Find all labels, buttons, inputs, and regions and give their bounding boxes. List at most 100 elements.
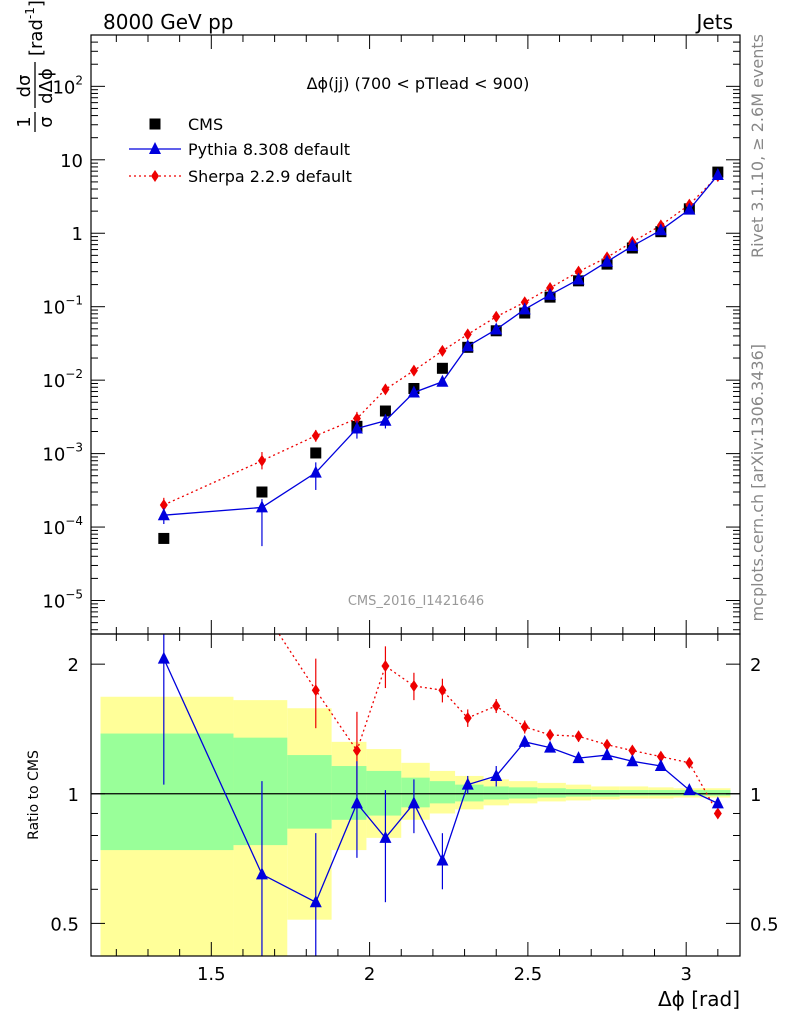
ylabel-frac-den: σ — [36, 116, 57, 127]
ratio-series-1-point-14 — [656, 750, 665, 763]
legend-entry-0: CMS — [149, 115, 223, 134]
ratio-series-1-point-7 — [463, 711, 472, 724]
legend-entry-2-marker — [151, 170, 159, 182]
main-y-tick-label-3-exp: −2 — [65, 367, 83, 381]
ratio-band-inner-8 — [483, 786, 509, 800]
ratio-series-1-point-2 — [311, 684, 320, 697]
ratio-band-inner-0 — [100, 733, 234, 851]
main-series-1-point-4 — [379, 413, 392, 426]
ratio-series-1-point-16 — [713, 807, 722, 820]
ratio-series-0-point-5 — [407, 796, 420, 809]
main-y-tick-label-4-exp: −1 — [65, 294, 83, 308]
main-plot-content — [157, 166, 724, 547]
ratio-y-tick-label-right-1: 1 — [750, 785, 761, 806]
ratio-band-inner-10 — [537, 788, 566, 798]
ratio-x-axis: 1.5 2 2.5 3 — [115, 634, 719, 985]
legend-entry-0-label: CMS — [188, 115, 223, 134]
main-y-tick-label-4-base: 10 — [42, 298, 65, 319]
ratio-x-tick-label-3: 3 — [680, 964, 691, 985]
main-series-1-point-0 — [157, 508, 170, 521]
ratio-series-1-point-9 — [520, 720, 529, 733]
main-series-1-point-14 — [654, 223, 667, 236]
main-series-1-point-12 — [601, 254, 614, 267]
ratio-y-tick-label-2: 2 — [68, 655, 79, 676]
main-series-1-point-9 — [518, 302, 531, 315]
ratio-y-tick-label-1: 1 — [68, 785, 79, 806]
ratio-series-0-point-7 — [461, 777, 474, 790]
main-series-2-point-1 — [257, 454, 266, 467]
main-series-2-point-4 — [381, 383, 390, 396]
ratio-series-0-point-0 — [157, 651, 170, 664]
ratio-band-inner-1 — [233, 737, 288, 846]
ratio-series-0-point-1 — [255, 867, 268, 880]
main-series-0-point-6 — [436, 362, 448, 374]
category-label: Jets — [695, 10, 733, 34]
ratio-series-1-point-6 — [438, 684, 447, 697]
legend-entry-1-label: Pythia 8.308 default — [188, 140, 350, 159]
ratio-series-1-point-1 — [258, 602, 266, 614]
main-series-2-point-5 — [409, 364, 418, 377]
main-x-ticks — [115, 35, 719, 634]
main-y-tick-label-0-base: 10 — [42, 592, 65, 613]
side-label-bottom: mcplots.cern.ch [arXiv:1306.3436] — [748, 344, 767, 621]
ratio-y-axis: 0.5 0.5 1 1 2 2 — [50, 655, 778, 935]
ratio-band-inner-14 — [648, 790, 674, 796]
ratio-band-inner-13 — [619, 790, 649, 796]
ratio-panel: 0.5 0.5 1 1 2 2 1.5 2 2.5 3 Ratio to CMS Δϕ [rad… — [26, 592, 779, 1011]
ratio-y-tick-label-right-2: 2 — [750, 655, 761, 676]
main-series-1-point-7 — [461, 339, 474, 352]
ylabel-frac-num: 1 — [14, 116, 35, 127]
ratio-frame — [90, 633, 741, 957]
watermark: CMS_2016_I1421646 — [348, 594, 484, 609]
main-series-1-point-1 — [255, 500, 268, 513]
legend-entry-1-marker — [149, 142, 161, 154]
main-y-tick-label-4: 10−1 — [42, 294, 83, 319]
ratio-series-0-point-12 — [601, 748, 614, 761]
main-y-tick-label-1: 10−4 — [42, 514, 83, 539]
ratio-y-label: Ratio to CMS — [26, 750, 42, 840]
main-series-1-line — [163, 174, 719, 516]
ratio-series-1-point-12 — [603, 738, 612, 751]
main-title: Δϕ(jj) (700 < pTlead < 900) — [307, 74, 530, 93]
ratio-band-inner-3 — [331, 766, 367, 820]
main-y-tick-label-5-base: 1 — [72, 224, 83, 245]
main-y-tick-label-1-exp: −4 — [65, 514, 83, 528]
x-axis-label: Δϕ [rad] — [658, 987, 740, 1011]
main-series-1-point-16 — [711, 168, 724, 181]
main-series-2-point-7 — [463, 328, 472, 341]
ratio-series-0-point-4 — [379, 830, 392, 843]
ratio-band-inner-16 — [702, 790, 731, 796]
ratio-band-inner-11 — [565, 789, 592, 797]
main-series-0-point-0 — [158, 532, 170, 544]
ratio-series-0-point-3 — [350, 796, 363, 809]
main-series-0-point-2 — [310, 447, 322, 459]
main-y-tick-label-7: 102 — [52, 73, 83, 98]
main-y-tick-label-3-base: 10 — [42, 371, 65, 392]
ratio-series-0 — [157, 634, 724, 956]
main-y-tick-label-7-exp: 2 — [75, 73, 83, 87]
ylabel-unit-close: ] — [26, 0, 47, 7]
ratio-series-1-point-11 — [574, 730, 583, 743]
main-series-1-point-8 — [490, 322, 503, 335]
ratio-series-1-point-15 — [685, 756, 694, 769]
main-y-tick-label-0-exp: −5 — [65, 588, 83, 602]
ratio-series-0-point-11 — [572, 751, 585, 764]
ratio-plot-content — [91, 592, 740, 956]
main-y-tick-label-2-exp: −3 — [65, 441, 83, 455]
ylabel-unit-main: [rad — [26, 19, 47, 56]
ylabel-unit-sup: -1 — [23, 7, 37, 19]
main-y-label: 1 σ dσ dΔϕ [rad-1] — [14, 0, 57, 132]
main-y-tick-label-5: 1 — [72, 224, 83, 245]
ratio-series-1-point-10 — [546, 728, 555, 741]
ratio-series-0-point-10 — [544, 740, 557, 753]
ratio-series-1-point-8 — [492, 699, 501, 712]
main-series-1-point-10 — [544, 287, 557, 300]
ratio-series-1-point-0 — [160, 592, 168, 604]
main-series-1-point-11 — [572, 272, 585, 285]
side-label-top: Rivet 3.1.10, ≥ 2.6M events — [748, 34, 767, 258]
legend-entry-2: Sherpa 2.2.9 default — [129, 167, 352, 186]
main-series-0 — [158, 166, 724, 544]
